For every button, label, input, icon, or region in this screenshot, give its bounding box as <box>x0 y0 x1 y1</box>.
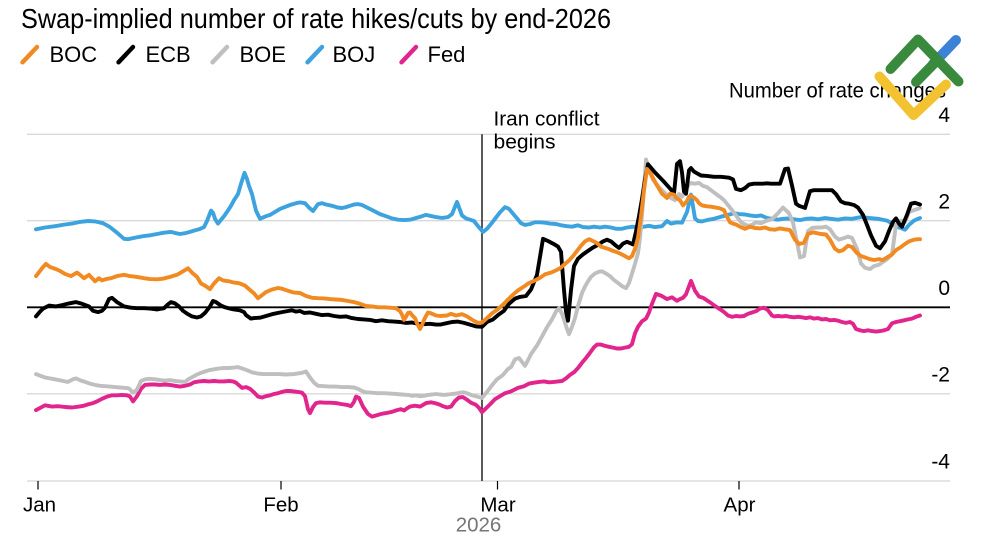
svg-text:Fed: Fed <box>428 42 466 67</box>
svg-text:Swap-implied number of rate hi: Swap-implied number of rate hikes/cuts b… <box>21 3 611 34</box>
svg-text:Feb: Feb <box>263 494 298 517</box>
svg-text:-2: -2 <box>931 363 950 386</box>
svg-text:Apr: Apr <box>724 494 756 517</box>
svg-text:-4: -4 <box>931 451 950 474</box>
svg-text:2: 2 <box>938 190 950 213</box>
svg-text:begins: begins <box>494 131 556 154</box>
svg-text:Jan: Jan <box>23 494 56 517</box>
svg-text:BOC: BOC <box>50 42 98 67</box>
svg-text:ECB: ECB <box>146 42 191 67</box>
svg-text:Mar: Mar <box>480 494 515 517</box>
svg-text:BOJ: BOJ <box>333 42 376 67</box>
svg-text:Iran conflict: Iran conflict <box>494 108 600 131</box>
svg-text:2026: 2026 <box>456 514 502 537</box>
svg-text:0: 0 <box>938 277 950 300</box>
svg-text:BOE: BOE <box>240 42 286 67</box>
svg-text:4: 4 <box>938 104 950 127</box>
